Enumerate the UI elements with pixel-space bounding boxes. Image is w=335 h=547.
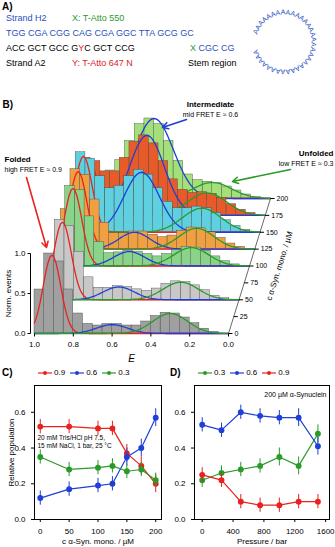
svg-text:A: A xyxy=(304,54,314,63)
svg-text:Pressure / bar: Pressure / bar xyxy=(237,537,288,546)
svg-text:Folded: Folded xyxy=(5,155,31,164)
svg-text:A: A xyxy=(301,17,310,26)
svg-text:A: A xyxy=(253,23,263,31)
svg-text:400: 400 xyxy=(226,527,240,536)
svg-text:0.6: 0.6 xyxy=(107,340,119,349)
svg-text:A: A xyxy=(298,61,306,71)
svg-text:0.6: 0.6 xyxy=(174,408,186,417)
svg-text:0.2: 0.2 xyxy=(14,479,26,489)
svg-text:high FRET E ≈ 0.9: high FRET E ≈ 0.9 xyxy=(5,166,63,174)
svg-text:A: A xyxy=(280,68,286,76)
svg-text:150: 150 xyxy=(266,228,278,235)
html-text:C): C) xyxy=(2,367,13,378)
svg-text:Strand A2: Strand A2 xyxy=(6,58,46,68)
svg-text:0.0: 0.0 xyxy=(14,329,26,338)
svg-text:20 mM Tris/HCl pH 7.5,15 mM Na: 20 mM Tris/HCl pH 7.5,15 mM NaCl, 1 bar,… xyxy=(38,434,112,448)
html-text:0.6: 0.6 xyxy=(86,368,98,377)
svg-text:50: 50 xyxy=(245,296,253,303)
svg-text:low FRET E ≈ 0.3: low FRET E ≈ 0.3 xyxy=(279,160,334,167)
svg-text:A: A xyxy=(293,64,302,73)
svg-text:1.0: 1.0 xyxy=(14,249,26,258)
svg-text:125: 125 xyxy=(261,245,273,252)
svg-text:0: 0 xyxy=(38,527,43,536)
svg-text:c α-Syn. mono. / µM: c α-Syn. mono. / µM xyxy=(62,537,134,546)
svg-text:A: A xyxy=(256,18,265,27)
svg-text:0.2: 0.2 xyxy=(184,340,196,349)
svg-text:A): A) xyxy=(2,1,13,12)
svg-text:1200: 1200 xyxy=(286,527,304,536)
html-text:0.6: 0.6 xyxy=(246,368,258,377)
svg-text:A: A xyxy=(309,31,317,38)
svg-text:0.6: 0.6 xyxy=(14,408,26,417)
svg-text:A: A xyxy=(307,26,316,34)
svg-text:A: A xyxy=(256,57,265,66)
svg-text:A: A xyxy=(289,9,297,18)
svg-text:E: E xyxy=(128,353,135,364)
svg-text:0.0: 0.0 xyxy=(14,515,26,524)
svg-text:Y: T-Atto 647 N: Y: T-Atto 647 N xyxy=(72,58,133,68)
svg-text:A: A xyxy=(307,50,316,58)
svg-text:150: 150 xyxy=(120,527,134,536)
svg-text:A: A xyxy=(285,68,291,76)
svg-text:A: A xyxy=(310,41,318,48)
html-text:0.9: 0.9 xyxy=(278,368,290,377)
svg-text:TGG CGA CGG CAG CGA GGC TTA GC: TGG CGA CGG CAG CGA GGC TTA GCG GC xyxy=(6,28,194,38)
svg-text:50: 50 xyxy=(65,527,74,536)
svg-text:Intermediate: Intermediate xyxy=(187,100,235,109)
svg-text:75: 75 xyxy=(250,279,258,286)
svg-text:B): B) xyxy=(3,99,14,110)
svg-text:200: 200 xyxy=(149,527,163,536)
svg-text:A: A xyxy=(264,63,273,72)
svg-text:0: 0 xyxy=(200,527,205,536)
svg-text:200: 200 xyxy=(277,195,289,202)
svg-text:200 µM α-Synuclein: 200 µM α-Synuclein xyxy=(264,391,326,399)
svg-text:A: A xyxy=(251,28,260,36)
html-text:0.9: 0.9 xyxy=(54,368,66,377)
svg-text:0.4: 0.4 xyxy=(145,340,157,349)
html-text:D): D) xyxy=(170,367,181,378)
svg-text:Relative population: Relative population xyxy=(7,418,16,486)
svg-text:100: 100 xyxy=(91,527,105,536)
svg-text:ACC GCT GCC GYC GCT CCG: ACC GCT GCC GYC GCT CCG xyxy=(6,43,135,53)
svg-text:A: A xyxy=(252,49,260,56)
svg-text:A: A xyxy=(274,67,281,76)
svg-text:800: 800 xyxy=(257,527,271,536)
svg-text:A: A xyxy=(309,46,317,53)
svg-text:A: A xyxy=(269,65,277,74)
svg-text:0.8: 0.8 xyxy=(68,340,80,349)
svg-text:0.0: 0.0 xyxy=(223,340,235,349)
svg-text:0.5: 0.5 xyxy=(14,289,26,298)
svg-text:A: A xyxy=(274,8,281,17)
svg-text:X CGC CG: X CGC CG xyxy=(190,43,235,53)
svg-text:A: A xyxy=(280,8,286,16)
svg-text:Strand H2: Strand H2 xyxy=(6,13,47,23)
svg-text:A: A xyxy=(285,8,291,16)
html-text:0.3: 0.3 xyxy=(214,368,226,377)
svg-text:0.2: 0.2 xyxy=(174,479,186,488)
svg-text:100: 100 xyxy=(256,262,268,269)
svg-text:Stem region: Stem region xyxy=(188,58,237,68)
svg-text:0.4: 0.4 xyxy=(174,444,186,453)
svg-text:175: 175 xyxy=(271,212,283,219)
svg-text:0.4: 0.4 xyxy=(14,443,26,453)
svg-text:0: 0 xyxy=(235,330,239,337)
svg-text:A: A xyxy=(264,12,273,21)
svg-text:A: A xyxy=(293,11,302,20)
svg-text:1.0: 1.0 xyxy=(29,340,41,349)
svg-text:A: A xyxy=(310,36,318,43)
svg-text:25: 25 xyxy=(240,313,248,320)
svg-text:Unfolded: Unfolded xyxy=(299,149,334,158)
svg-text:c α-Syn. mono. / µM: c α-Syn. mono. / µM xyxy=(265,230,295,302)
svg-text:mid FRET E ≈ 0.6: mid FRET E ≈ 0.6 xyxy=(183,111,239,118)
svg-text:X: T-Atto 550: X: T-Atto 550 xyxy=(72,13,124,23)
svg-text:Norm. events: Norm. events xyxy=(4,270,13,318)
svg-text:0.0: 0.0 xyxy=(174,515,186,524)
svg-text:1600: 1600 xyxy=(317,527,335,536)
html-text:0.3: 0.3 xyxy=(118,368,130,377)
